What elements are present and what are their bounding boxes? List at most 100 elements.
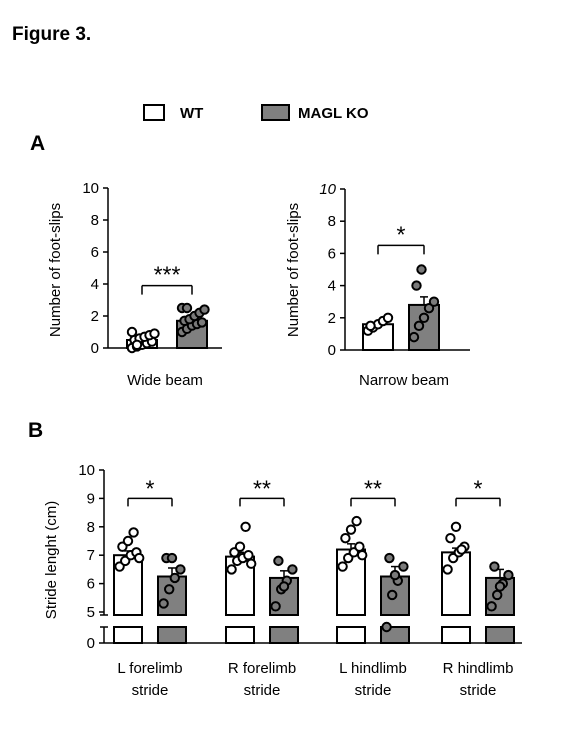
legend-swatch-wt xyxy=(143,104,165,121)
x-tick-label-line1: R hindlimb xyxy=(443,660,514,677)
y-tick-label-stride: 8 xyxy=(87,519,95,536)
data-point-wt-2 xyxy=(337,561,348,572)
y-tick-label-narrow: 2 xyxy=(328,310,336,327)
data-point-ko-2 xyxy=(398,561,409,572)
data-point-ko-1 xyxy=(278,581,290,592)
y-tick-label-wide: 4 xyxy=(91,276,99,293)
data-point-wt-0 xyxy=(128,527,139,538)
y-tick-label-narrow: 8 xyxy=(328,213,336,230)
data-point-ko-0 xyxy=(166,552,178,564)
data-point-ko-1 xyxy=(273,555,284,567)
data-point-wide-ko xyxy=(196,317,208,328)
data-point-narrow-ko xyxy=(423,302,435,314)
data-point-wt-1 xyxy=(240,521,251,532)
data-point-ko-0 xyxy=(158,598,169,609)
chart-wide-beam: Number of foot-slips Wide beam 0 2 4 6 8 10 **… xyxy=(47,180,222,389)
bar-base-wt-0 xyxy=(113,626,143,644)
figure-title: Figure 3. xyxy=(12,24,91,45)
data-point-narrow-wt xyxy=(382,312,394,323)
y-tick-label-narrow: 6 xyxy=(328,245,336,262)
data-point-ko-1 xyxy=(287,564,298,575)
x-tick-label-line2: stride xyxy=(460,682,497,699)
legend: WT MAGL KO xyxy=(143,104,369,122)
y-tick-label-stride: 7 xyxy=(87,547,95,564)
bar-base-wt-1 xyxy=(225,626,255,644)
data-point-wt-3 xyxy=(450,521,462,532)
y-tick-label-wide: 6 xyxy=(91,244,99,261)
y-tick-label-wide: 8 xyxy=(91,212,99,229)
data-point-ko-2 xyxy=(384,552,395,564)
bar-wt-3 xyxy=(441,551,471,616)
y-axis-label-wide: Number of foot-slips xyxy=(47,203,64,337)
y-tick-label-stride: 6 xyxy=(87,576,95,593)
data-point-ko-2 xyxy=(389,569,401,581)
data-point-wt-1 xyxy=(226,564,237,575)
data-point-ko-3 xyxy=(503,569,514,581)
legend-label-ko: MAGL KO xyxy=(298,105,369,122)
data-point-wt-2 xyxy=(345,524,357,535)
panel-label-a: A xyxy=(30,132,45,155)
y-axis-label-narrow: Number of foot-slips xyxy=(285,203,302,337)
data-point-wide-ko xyxy=(181,302,193,314)
x-tick-label-line2: stride xyxy=(244,682,281,699)
y-tick-label-stride: 0 xyxy=(87,635,95,652)
x-tick-label-line1: L forelimb xyxy=(117,660,182,677)
data-point-ko-0 xyxy=(175,564,186,575)
significance-label: ** xyxy=(364,475,382,501)
bar-base-wt-3 xyxy=(441,626,471,644)
data-point-ko-2 xyxy=(381,621,392,633)
data-point-wt-2 xyxy=(351,515,362,527)
data-point-narrow-ko xyxy=(413,320,425,332)
data-point-narrow-wt xyxy=(365,320,376,332)
y-tick-label-wide: 2 xyxy=(91,308,99,325)
data-point-wt-2 xyxy=(340,532,351,544)
y-tick-label-wide: 10 xyxy=(82,180,99,197)
data-point-wide-ko xyxy=(199,304,210,315)
x-axis-label-narrow: Narrow beam xyxy=(359,372,449,389)
significance-label-wide: *** xyxy=(154,262,181,288)
y-tick-label-narrow: 10 xyxy=(319,181,336,198)
chart-stride-length: Stride lenght (cm) 0 5 6 7 8 9 10 * L forelimb st… xyxy=(43,462,522,699)
x-axis-label-wide: Wide beam xyxy=(127,372,203,389)
y-tick-label-narrow: 4 xyxy=(328,278,336,295)
y-tick-label-wide: 0 xyxy=(91,340,99,357)
y-tick-label-stride: 9 xyxy=(87,490,95,507)
data-point-wt-1 xyxy=(246,558,257,569)
data-point-ko-1 xyxy=(270,601,281,612)
bar-narrow-ko xyxy=(408,303,440,352)
y-tick-label-stride: 5 xyxy=(87,604,95,621)
significance-label: * xyxy=(474,475,483,501)
data-point-narrow-ko xyxy=(411,280,422,291)
data-point-wt-1 xyxy=(234,541,246,552)
data-point-wide-wt xyxy=(126,326,138,338)
data-point-wt-3 xyxy=(456,544,467,555)
significance-label: * xyxy=(146,475,155,501)
data-point-ko-3 xyxy=(492,589,503,601)
y-axis-label-stride: Stride lenght (cm) xyxy=(43,501,60,619)
data-point-wt-0 xyxy=(122,535,134,547)
legend-label-wt: WT xyxy=(180,105,203,122)
data-point-wide-wt xyxy=(149,328,160,339)
bar-base-ko-3 xyxy=(485,626,515,644)
data-point-wt-3 xyxy=(442,564,453,575)
y-tick-label-stride: 10 xyxy=(78,462,95,479)
data-point-ko-3 xyxy=(494,581,506,592)
data-point-narrow-ko xyxy=(418,312,430,323)
data-point-wt-1 xyxy=(243,550,254,561)
x-tick-label-line1: R forelimb xyxy=(228,660,296,677)
x-tick-label-line1: L hindlimb xyxy=(339,660,407,677)
data-point-narrow-ko xyxy=(408,331,420,343)
panel-label-b: B xyxy=(28,419,43,442)
data-point-ko-3 xyxy=(486,601,497,612)
data-point-ko-2 xyxy=(387,589,398,601)
data-point-ko-3 xyxy=(489,561,500,572)
x-tick-label-line2: stride xyxy=(355,682,392,699)
data-point-wt-0 xyxy=(134,552,145,564)
bar-base-ko-0 xyxy=(157,626,187,644)
data-point-wt-2 xyxy=(354,541,365,552)
chart-narrow-beam: Number of foot-slips Narrow beam 0 2 4 6 8 10… xyxy=(285,181,470,389)
data-point-narrow-ko xyxy=(428,296,440,307)
data-point-wt-3 xyxy=(445,532,456,544)
significance-label-narrow: * xyxy=(397,221,406,247)
